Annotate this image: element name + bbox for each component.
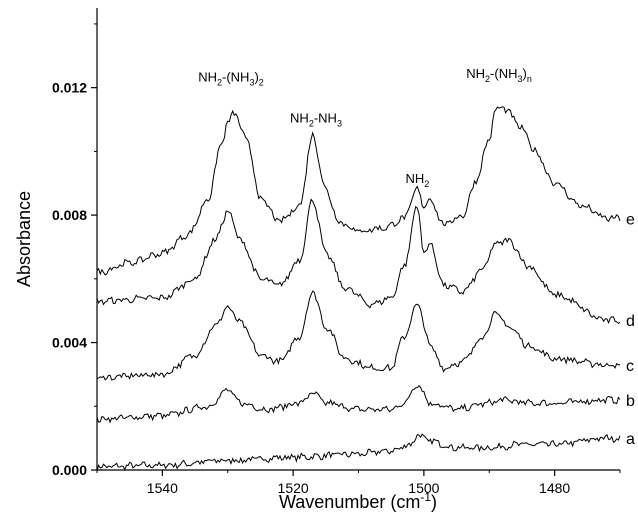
- y-axis-title: Absorbance: [14, 191, 34, 287]
- peak-annotation: NH2-(NH3)n: [466, 66, 532, 84]
- labels: a b c d e NH2-(NH3)2 NH2-NH3 NH2 NH2-(NH3)n: [198, 66, 635, 448]
- peak-annotation: NH2-NH3: [290, 111, 342, 129]
- series-e-label: e: [626, 211, 635, 228]
- x-tick-label: 1500: [408, 480, 439, 496]
- x-tick-label: 1540: [147, 480, 178, 496]
- series-b-label: b: [626, 393, 635, 410]
- axes: [96, 8, 620, 471]
- plot-lines: [96, 106, 621, 472]
- y-tick-label: 0.008: [52, 207, 87, 223]
- x-tick-label: 1520: [278, 480, 309, 496]
- peak-annotation: NH2-(NH3)2: [198, 69, 264, 87]
- series-a-label: a: [626, 431, 635, 448]
- series-d-label: d: [626, 313, 635, 330]
- y-tick-label: 0.004: [52, 335, 87, 351]
- y-tick-label: 0.012: [52, 80, 87, 96]
- x-tick-label: 1480: [539, 480, 570, 496]
- series-c-label: c: [626, 358, 634, 375]
- series-e-line: [96, 106, 621, 276]
- y-tick-label: 0.000: [52, 462, 87, 478]
- series-c-line: [96, 290, 621, 381]
- series-b-line: [96, 384, 621, 424]
- series-d-line: [96, 198, 621, 325]
- x-axis-title: Wavenumber (cm-1): [279, 490, 437, 512]
- ticks: 0.000 0.004 0.008 0.012 1540 1520 1500 1480: [52, 23, 621, 496]
- peak-annotation: NH2: [405, 171, 429, 189]
- series-a-line: [96, 433, 621, 472]
